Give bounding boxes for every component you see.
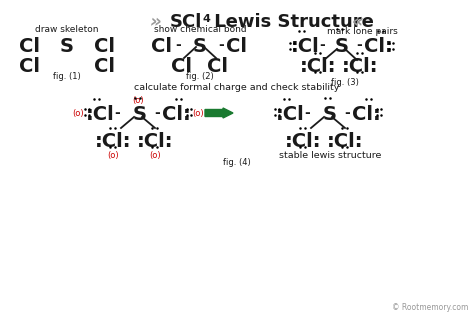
Text: mark lone pairs: mark lone pairs (327, 27, 397, 36)
Text: © Rootmemory.com: © Rootmemory.com (392, 303, 468, 312)
Text: S: S (133, 105, 147, 124)
Text: fig. (2): fig. (2) (186, 72, 214, 81)
Text: -: - (175, 38, 181, 52)
Text: SCl: SCl (170, 13, 202, 31)
Text: :Cl: :Cl (86, 105, 114, 124)
Text: (o): (o) (107, 151, 119, 160)
Text: Lewis Structure: Lewis Structure (208, 13, 374, 31)
Text: :Cl:: :Cl: (300, 57, 336, 76)
Text: -: - (114, 106, 120, 120)
Text: :Cl:: :Cl: (327, 132, 363, 151)
Text: Cl: Cl (172, 57, 192, 76)
Text: -: - (319, 38, 325, 52)
Text: -: - (218, 38, 224, 52)
Text: show chemical bond: show chemical bond (154, 25, 246, 34)
Text: -: - (344, 106, 350, 120)
Text: :Cl: :Cl (275, 105, 304, 124)
FancyArrow shape (205, 108, 233, 118)
Text: fig. (3): fig. (3) (331, 78, 359, 87)
Text: fig. (4): fig. (4) (223, 158, 251, 167)
Text: (o): (o) (132, 96, 144, 105)
Text: :Cl:: :Cl: (285, 132, 321, 151)
Text: S: S (60, 37, 74, 56)
Text: (o): (o) (72, 109, 84, 118)
Text: -: - (154, 106, 160, 120)
Text: draw skeleton: draw skeleton (35, 25, 99, 34)
Text: stable lewis structure: stable lewis structure (279, 151, 381, 160)
Text: :Cl:: :Cl: (95, 132, 131, 151)
Text: -: - (356, 38, 362, 52)
Text: Cl: Cl (227, 37, 247, 56)
Text: 4: 4 (203, 14, 211, 24)
Text: Cl: Cl (94, 57, 116, 76)
Text: Cl: Cl (19, 57, 40, 76)
Text: «: « (352, 13, 364, 31)
Text: calculate formal charge and check stability: calculate formal charge and check stabil… (134, 83, 340, 92)
Text: :Cl:: :Cl: (342, 57, 378, 76)
Text: S: S (193, 37, 207, 56)
Text: Cl:: Cl: (352, 105, 380, 124)
Text: (o): (o) (192, 109, 204, 118)
Text: Cl: Cl (152, 37, 173, 56)
Text: Cl: Cl (208, 57, 228, 76)
Text: :Cl:: :Cl: (137, 132, 173, 151)
Text: S: S (323, 105, 337, 124)
Text: Cl: Cl (94, 37, 116, 56)
Text: Cl: Cl (19, 37, 40, 56)
Text: S: S (335, 37, 349, 56)
Text: Cl:: Cl: (162, 105, 191, 124)
Text: fig. (1): fig. (1) (53, 72, 81, 81)
Text: :Cl: :Cl (291, 37, 319, 56)
Text: (o): (o) (149, 151, 161, 160)
Text: -: - (304, 106, 310, 120)
Text: Cl:: Cl: (364, 37, 392, 56)
Text: »: » (150, 13, 162, 31)
